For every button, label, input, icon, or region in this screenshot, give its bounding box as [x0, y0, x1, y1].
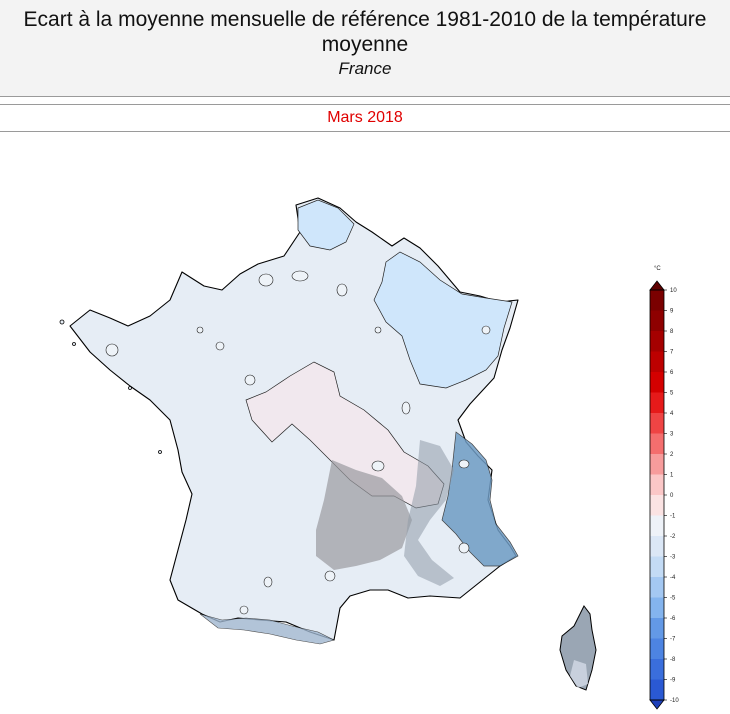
colorbar-tick-label: -4 [670, 575, 676, 581]
colorbar-band [650, 556, 664, 578]
colorbar-band [650, 392, 664, 414]
colorbar-tick-label: -9 [670, 678, 676, 684]
colorbar-tick-label: 0 [670, 493, 674, 499]
colorbar-band [650, 290, 664, 311]
colorbar-band [650, 577, 664, 598]
colorbar-band [650, 638, 664, 660]
relief-massif-central [316, 460, 412, 570]
colorbar-band [650, 433, 664, 455]
colorbar-band [650, 372, 664, 393]
corsica [559, 605, 597, 691]
colorbar-tick-label: 5 [670, 391, 674, 397]
colorbar-min-triangle [649, 699, 665, 710]
colorbar-tick-label: 10 [670, 288, 677, 294]
colorbar-band [650, 351, 664, 373]
colorbar-tick-label: 7 [670, 350, 674, 356]
colorbar-tick-label: 1 [670, 473, 674, 479]
colorbar-band [650, 331, 664, 352]
anomaly-zone-pyrenees [199, 613, 335, 645]
colorbar-tick-label: -3 [670, 555, 676, 561]
colorbar-tick-label: 8 [670, 329, 674, 335]
anomaly-zone-north [297, 199, 355, 251]
corsica-cool-zone [570, 660, 588, 688]
map-header: Ecart à la moyenne mensuelle de référenc… [0, 0, 730, 97]
colorbar-band [650, 536, 664, 557]
colorbar-max-triangle [649, 280, 665, 291]
colorbar-tick-label: 4 [670, 411, 674, 417]
anomaly-zone-northeast [373, 251, 513, 389]
colorbar-tick-label: -5 [670, 596, 676, 602]
colorbar-band [650, 515, 664, 537]
colorbar-tick-label: -10 [670, 698, 679, 704]
colorbar-band [650, 679, 664, 701]
colorbar-tick-label: 6 [670, 370, 674, 376]
colorbar-band [650, 474, 664, 496]
map-region: France [338, 59, 392, 78]
colorbar-tick-label: -7 [670, 637, 676, 643]
period-label: Mars 2018 [327, 109, 403, 126]
colorbar-tick-label: 3 [670, 432, 674, 438]
colorbar-tick-label: -1 [670, 514, 676, 520]
colorbar-tick-label: 2 [670, 452, 674, 458]
colorbar-band [650, 597, 664, 619]
anomaly-islands [105, 270, 491, 615]
map-title: Ecart à la moyenne mensuelle de référenc… [23, 8, 707, 56]
colorbar-tick-label: -6 [670, 616, 676, 622]
colorbar-unit: °C [654, 266, 661, 272]
colorbar-band [650, 413, 664, 434]
colorbar-tick-label: -8 [670, 657, 676, 663]
colorbar-band [650, 618, 664, 639]
anomaly-zone-center [245, 361, 445, 509]
period-band: Mars 2018 [0, 104, 730, 132]
colorbar-tick-label: 9 [670, 309, 674, 315]
colorbar-band [650, 495, 664, 516]
brittany-islets [59, 319, 162, 454]
colorbar-band [650, 454, 664, 475]
relief-alps [404, 440, 454, 586]
colorbar-tick-label: -2 [670, 534, 676, 540]
colorbar-band [650, 310, 664, 332]
colorbar-band [650, 659, 664, 680]
